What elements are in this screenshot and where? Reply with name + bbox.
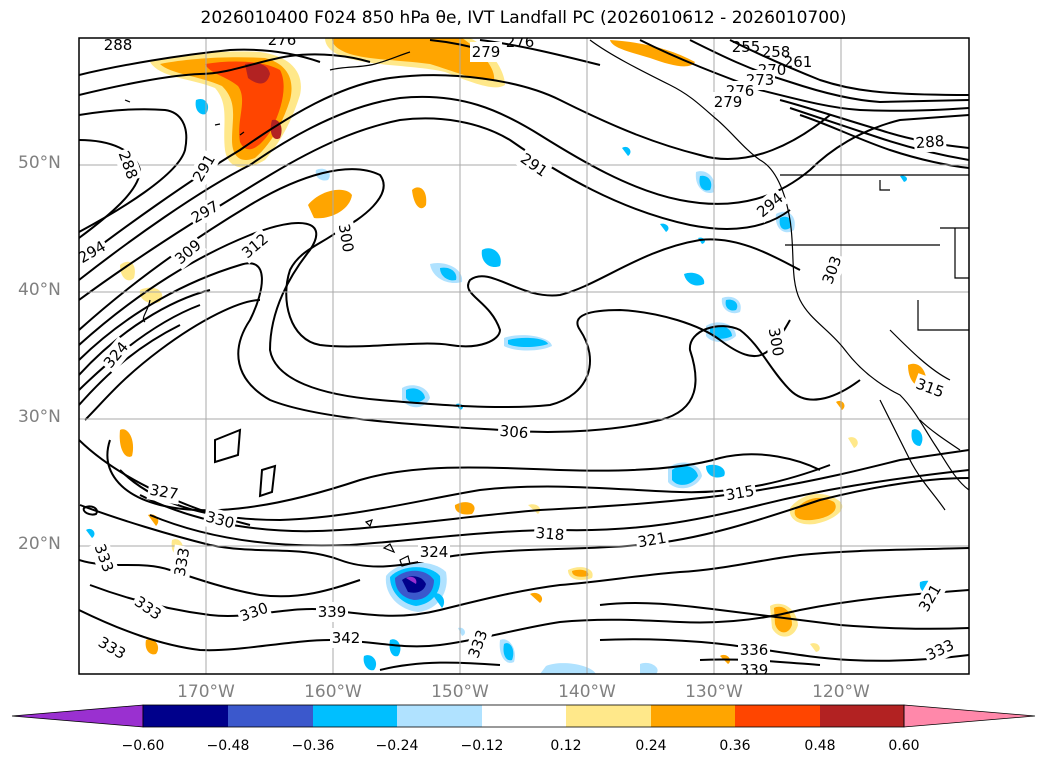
svg-text:339: 339 — [318, 603, 347, 621]
map-frame — [78, 37, 970, 675]
colorbar-swatch — [143, 705, 228, 727]
svg-text:339: 339 — [740, 661, 769, 679]
map-background — [79, 38, 969, 674]
svg-text:318: 318 — [535, 524, 565, 544]
svg-text:288: 288 — [104, 36, 133, 54]
svg-text:258: 258 — [762, 43, 791, 61]
colorbar-swatch — [228, 705, 313, 727]
lat-label-30n: 30°N — [18, 407, 61, 427]
svg-text:306: 306 — [499, 422, 529, 442]
svg-text:321: 321 — [636, 529, 667, 552]
colorbar-swatch — [735, 705, 820, 727]
svg-text:261: 261 — [784, 53, 813, 71]
svg-text:336: 336 — [740, 641, 769, 659]
svg-text:300: 300 — [335, 222, 358, 253]
colorbar-tick: 0.24 — [635, 738, 667, 754]
svg-text:279: 279 — [472, 43, 501, 61]
colorbar-swatch — [397, 705, 482, 727]
colorbar — [11, 704, 1036, 728]
lat-label-40n: 40°N — [18, 280, 61, 300]
colorbar-tick: −0.48 — [206, 738, 250, 754]
svg-text:342: 342 — [332, 629, 361, 647]
lat-lon-grid — [79, 38, 969, 674]
colorbar-swatch — [482, 705, 566, 727]
colorbar-swatch — [313, 705, 397, 727]
colorbar-tick: 0.60 — [888, 738, 920, 754]
lat-label-50n: 50°N — [18, 153, 61, 173]
lon-label-130w: 130°W — [685, 682, 743, 702]
lat-label-20n: 20°N — [18, 534, 61, 554]
colorbar-tick: 0.12 — [550, 738, 582, 754]
contour-labels: 288 288 276 279 276 255 258 261 270 273 … — [79, 31, 959, 679]
svg-text:276: 276 — [268, 31, 297, 49]
svg-text:327: 327 — [148, 481, 179, 504]
colorbar-swatch — [820, 705, 904, 727]
colorbar-tick: −0.12 — [460, 738, 504, 754]
colorbar-swatch — [566, 705, 651, 727]
colorbar-max-extend — [903, 704, 1036, 728]
colorbar-tick: 0.36 — [719, 738, 751, 754]
map-title: 2026010400 F024 850 hPa θe, IVT Landfall… — [200, 8, 847, 28]
svg-text:255: 255 — [732, 38, 761, 56]
coastlines — [124, 39, 969, 567]
colorbar-tick: −0.36 — [291, 738, 335, 754]
svg-text:333: 333 — [171, 546, 194, 577]
svg-text:315: 315 — [724, 482, 755, 505]
svg-text:300: 300 — [765, 326, 788, 357]
colorbar-swatch — [651, 705, 735, 727]
svg-text:324: 324 — [420, 543, 449, 561]
svg-text:276: 276 — [506, 33, 535, 51]
colorbar-min-extend — [11, 704, 144, 728]
svg-text:279: 279 — [714, 93, 743, 111]
lon-label-120w: 120°W — [812, 682, 870, 702]
lon-label-150w: 150°W — [431, 682, 489, 702]
lon-label-170w: 170°W — [177, 682, 235, 702]
colorbar-tick: −0.60 — [121, 738, 165, 754]
lon-label-140w: 140°W — [558, 682, 616, 702]
colorbar-tick: 0.48 — [804, 738, 836, 754]
colorbar-tick: −0.24 — [375, 738, 419, 754]
lon-label-160w: 160°W — [304, 682, 362, 702]
theta-e-contours — [79, 39, 969, 671]
ivt-pc-shading — [86, 38, 937, 674]
svg-text:288: 288 — [915, 132, 945, 152]
